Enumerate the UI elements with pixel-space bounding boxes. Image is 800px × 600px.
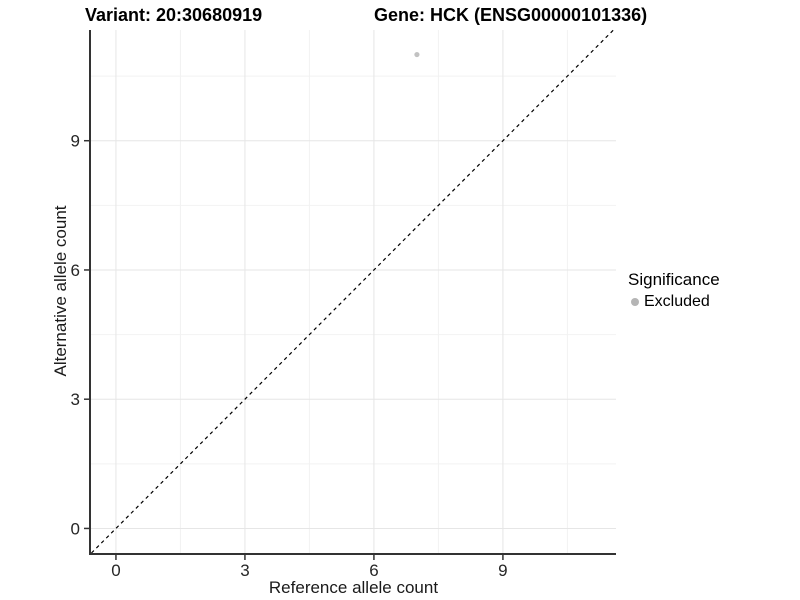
legend-item-label: Excluded bbox=[644, 293, 710, 310]
y-tick-label: 6 bbox=[71, 261, 80, 280]
legend-item-excluded: Excluded bbox=[628, 293, 720, 311]
y-tick-label: 3 bbox=[71, 390, 80, 409]
variant-title: Variant: 20:30680919 bbox=[85, 5, 263, 25]
legend-title: Significance bbox=[628, 270, 720, 289]
x-tick-label: 3 bbox=[240, 561, 249, 580]
x-axis-title: Reference allele count bbox=[268, 578, 439, 597]
legend: Significance Excluded bbox=[628, 270, 720, 311]
excluded-point-icon bbox=[631, 298, 639, 306]
identity-line bbox=[91, 29, 614, 554]
x-tick-label: 0 bbox=[111, 561, 120, 580]
x-tick-label: 9 bbox=[498, 561, 507, 580]
gene-title: Gene: HCK (ENSG00000101336) bbox=[374, 5, 648, 25]
y-axis-title: Alternative allele count bbox=[51, 205, 70, 377]
data-point bbox=[414, 51, 420, 58]
x-tick-label: 6 bbox=[369, 561, 378, 580]
y-tick-label: 0 bbox=[71, 519, 80, 538]
y-tick-label: 9 bbox=[71, 132, 80, 151]
